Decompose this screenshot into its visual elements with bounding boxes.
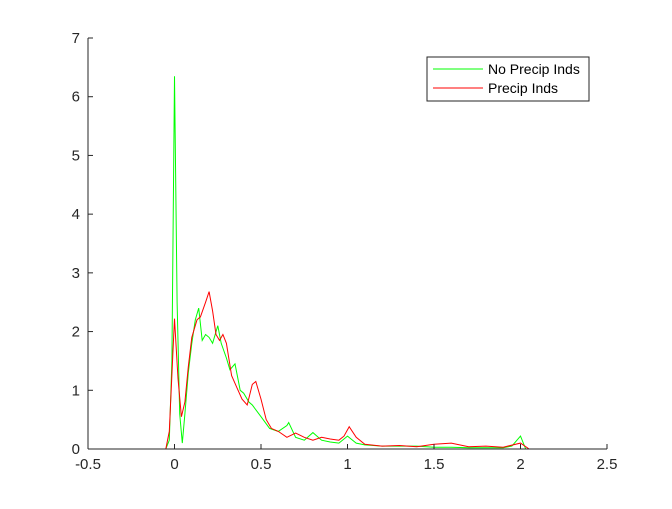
y-tick-label: 7 — [72, 30, 80, 47]
x-tick-label: -0.5 — [75, 456, 101, 473]
y-tick-label: 2 — [72, 324, 80, 341]
y-tick-label: 4 — [72, 206, 80, 223]
x-tick-label: 0.5 — [251, 456, 272, 473]
y-tick-label: 3 — [72, 265, 80, 282]
series-line-1 — [165, 291, 530, 450]
x-tick-label: 0 — [170, 456, 178, 473]
legend-label-1: Precip Inds — [488, 80, 558, 96]
x-tick-label: 2.5 — [597, 456, 618, 473]
x-tick-label: 1 — [343, 456, 351, 473]
x-tick-label: 1.5 — [424, 456, 445, 473]
legend-box — [426, 56, 590, 102]
legend: No Precip Inds Precip Inds — [426, 56, 590, 102]
series-layer — [165, 76, 530, 450]
y-tick-label: 5 — [72, 147, 80, 164]
x-tick-label: 2 — [516, 456, 524, 473]
legend-label-0: No Precip Inds — [488, 61, 580, 77]
y-tick-label: 0 — [72, 441, 80, 458]
y-tick-label: 1 — [72, 382, 80, 399]
y-tick-label: 6 — [72, 89, 80, 106]
